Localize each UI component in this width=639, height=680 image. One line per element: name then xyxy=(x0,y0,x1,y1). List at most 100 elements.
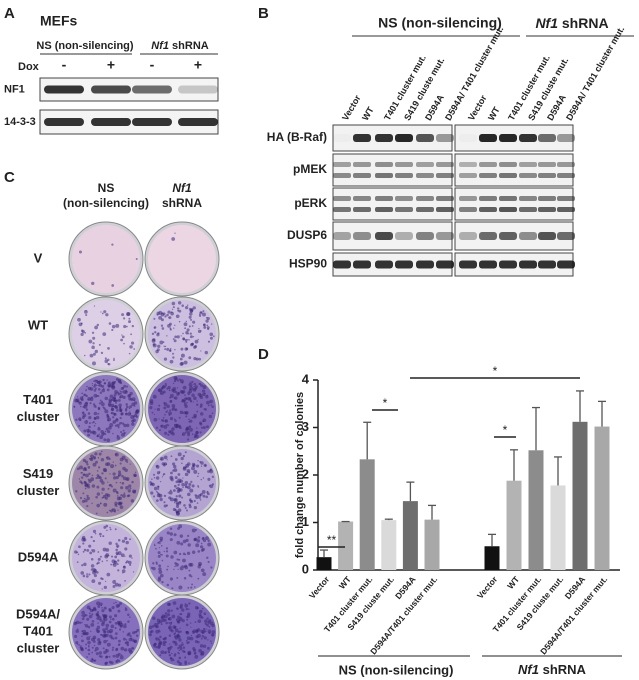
colony xyxy=(88,652,91,656)
colony xyxy=(85,473,89,478)
blot-band xyxy=(479,162,497,167)
colony xyxy=(129,563,132,567)
blot-band xyxy=(519,196,537,201)
blot-band xyxy=(436,232,454,240)
colony xyxy=(159,539,163,542)
colony xyxy=(164,383,167,386)
colony xyxy=(206,623,209,627)
blot-band xyxy=(375,232,393,240)
colony xyxy=(82,542,85,545)
colony xyxy=(85,460,89,464)
colony xyxy=(152,343,156,346)
colony xyxy=(101,433,105,437)
colony xyxy=(153,327,156,329)
blot-band xyxy=(375,173,393,178)
blot-band xyxy=(375,207,393,212)
colony xyxy=(111,648,114,652)
blot-band xyxy=(459,162,477,167)
blot-band xyxy=(333,207,351,212)
error-bar xyxy=(406,481,415,502)
colony xyxy=(152,562,155,565)
colony xyxy=(184,481,189,485)
colony xyxy=(83,562,87,567)
colony xyxy=(153,417,158,422)
colony xyxy=(99,478,104,483)
colony xyxy=(77,317,81,322)
colony xyxy=(207,492,210,496)
colony xyxy=(191,484,195,488)
colony xyxy=(174,335,178,339)
colony xyxy=(75,641,79,645)
colony xyxy=(151,624,155,628)
colony xyxy=(177,301,182,305)
colony xyxy=(172,462,176,466)
colony xyxy=(106,529,108,532)
colony xyxy=(96,323,100,327)
colony xyxy=(127,642,129,644)
blot-band xyxy=(91,118,131,126)
colony xyxy=(84,394,86,396)
colony xyxy=(98,581,102,585)
colony xyxy=(101,497,104,499)
colony xyxy=(168,625,172,629)
colony xyxy=(91,484,96,488)
colony xyxy=(170,455,173,458)
colony xyxy=(88,472,91,476)
colony xyxy=(182,454,186,458)
colony xyxy=(99,476,102,480)
colony xyxy=(169,348,172,350)
colony xyxy=(99,602,103,606)
blot-band xyxy=(416,196,434,201)
colony xyxy=(108,322,112,325)
column-label: (non-silencing) xyxy=(63,196,149,210)
blot-band xyxy=(436,162,454,167)
colony xyxy=(184,564,188,568)
colony xyxy=(89,387,94,391)
colony xyxy=(106,379,108,381)
colony xyxy=(75,490,78,493)
colony xyxy=(92,430,97,435)
colony xyxy=(119,409,123,413)
colony xyxy=(152,566,156,571)
gene-name: Nf1 xyxy=(535,15,558,31)
colony xyxy=(105,462,109,466)
blot-band xyxy=(499,260,517,269)
colony xyxy=(163,357,168,361)
colony xyxy=(112,472,116,476)
colony xyxy=(168,654,172,657)
colony xyxy=(119,389,121,391)
blot-band xyxy=(459,207,477,212)
blot-band xyxy=(178,85,218,94)
colony xyxy=(100,655,103,658)
colony xyxy=(73,405,76,408)
colony xyxy=(111,243,114,246)
colony xyxy=(92,529,97,533)
blot-band xyxy=(499,173,517,178)
colony xyxy=(174,565,176,568)
colony xyxy=(183,322,188,327)
colony xyxy=(100,457,105,462)
colony xyxy=(115,548,118,552)
colony xyxy=(117,502,121,506)
colony xyxy=(184,338,188,342)
colony xyxy=(130,333,133,336)
colony xyxy=(83,480,86,483)
colony xyxy=(85,389,87,392)
colony xyxy=(157,492,160,495)
colony xyxy=(175,504,180,509)
blot-box xyxy=(332,187,453,221)
colony xyxy=(159,497,163,502)
colony xyxy=(84,647,87,650)
colony xyxy=(122,637,126,641)
colony xyxy=(187,431,191,435)
colony xyxy=(117,583,122,587)
colony xyxy=(99,618,103,622)
colony xyxy=(193,499,196,503)
colony xyxy=(129,405,133,409)
group-label: Nf1 shRNA xyxy=(151,40,209,52)
blot-band xyxy=(499,162,517,167)
colony xyxy=(115,476,119,480)
colony xyxy=(177,307,180,310)
colony xyxy=(188,482,192,486)
blot-band xyxy=(479,207,497,212)
